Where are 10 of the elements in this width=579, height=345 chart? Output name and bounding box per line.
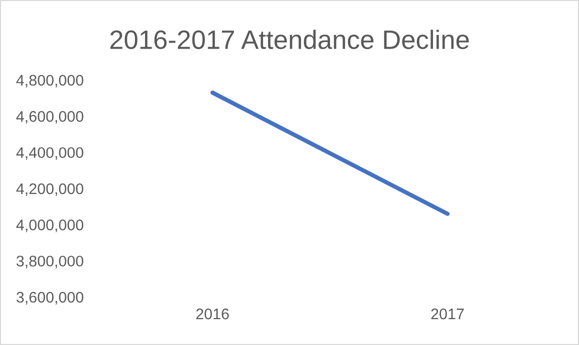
x-tick-label: 2016 <box>196 308 229 320</box>
y-tick-label: 4,200,000 <box>16 183 84 196</box>
y-tick-label: 4,400,000 <box>16 147 84 160</box>
chart-title: 2016-2017 Attendance Decline <box>110 30 469 50</box>
y-tick-label: 3,800,000 <box>16 256 84 268</box>
y-tick-label: 4,000,000 <box>16 220 84 232</box>
x-tick-label: 2017 <box>431 308 464 320</box>
y-tick-label: 4,600,000 <box>16 111 84 124</box>
y-tick-label: 4,800,000 <box>16 74 84 88</box>
y-tick-label: 3,600,000 <box>16 292 84 304</box>
